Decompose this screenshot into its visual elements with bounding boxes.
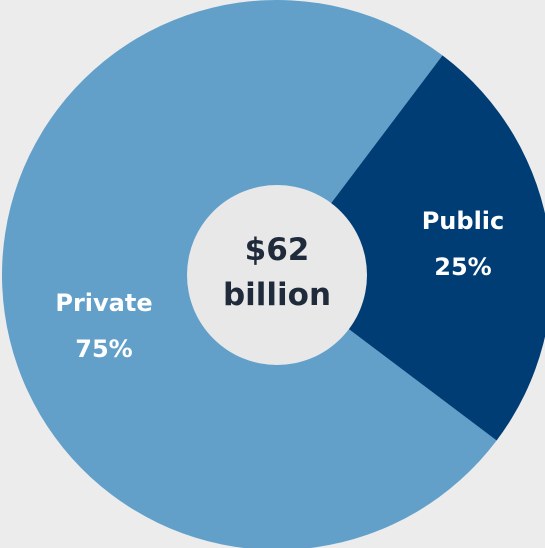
slice-public	[277, 55, 545, 441]
slice-label-public: Public	[422, 207, 505, 235]
slice-value-private: 75%	[75, 335, 132, 363]
slice-label-private: Private	[55, 289, 152, 317]
center-total-unit: billion	[223, 277, 331, 313]
donut-center-hole	[187, 185, 367, 365]
slice-value-public: 25%	[434, 253, 491, 281]
center-total-amount: $62	[245, 232, 310, 268]
